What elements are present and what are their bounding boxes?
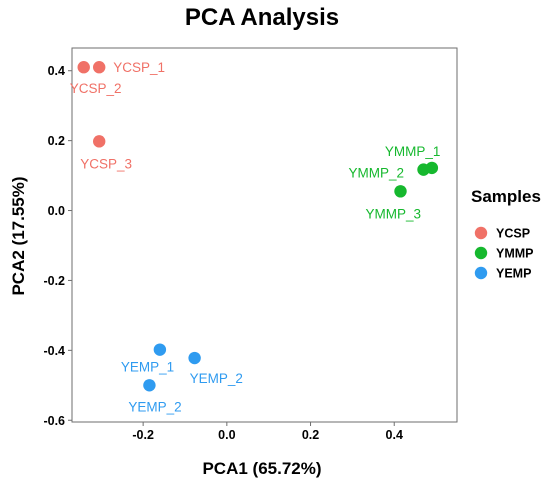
legend-key-ymmp <box>474 246 488 260</box>
x-axis-title: PCA1 (65.72%) <box>202 459 321 478</box>
y-tick-label: -0.6 <box>43 414 65 428</box>
legend-label: YMMP <box>496 247 534 261</box>
x-tick-label: 0.4 <box>386 428 403 442</box>
y-tick-label: 0.4 <box>48 64 65 78</box>
y-tick-label: -0.4 <box>43 344 65 358</box>
legend-key-ycsp <box>474 226 488 240</box>
plot-frame <box>71 47 458 423</box>
point-ycsp <box>93 61 106 74</box>
point-label: YMMP_2 <box>349 166 405 181</box>
x-axis: -0.2 0.0 0.2 0.4 <box>132 422 403 442</box>
x-tick-label: -0.2 <box>132 428 154 442</box>
point-label: YMMP_3 <box>366 206 422 221</box>
point-label: YEMP_2 <box>190 371 243 386</box>
point-label: YCSP_2 <box>70 81 122 96</box>
chart-title: PCA Analysis <box>185 4 339 31</box>
legend-label: YEMP <box>496 267 531 281</box>
point-label: YEMP_1 <box>121 360 174 375</box>
y-axis: 0.4 0.2 0.0 -0.2 -0.4 -0.6 <box>43 64 72 428</box>
legend-label: YCSP <box>496 227 530 241</box>
legend: Samples YCSP YMMP YEMP <box>471 187 541 281</box>
data-point-labels: YCSP_1 YCSP_2 YCSP_3 YMMP_1 YMMP_2 YMMP_3 YEMP… <box>70 60 441 414</box>
y-tick-label: 0.0 <box>48 204 65 218</box>
y-tick-label: 0.2 <box>48 134 65 148</box>
point-label: YMMP_1 <box>385 144 441 159</box>
point-label: YEMP_2 <box>128 399 181 414</box>
legend-items: YCSP YMMP YEMP <box>474 226 534 281</box>
x-tick-label: 0.0 <box>218 428 235 442</box>
point-label: YCSP_1 <box>113 60 165 75</box>
point-ymmp <box>394 185 407 198</box>
point-ymmp <box>417 163 430 176</box>
point-label: YCSP_3 <box>80 156 132 171</box>
legend-title: Samples <box>471 187 541 206</box>
data-points <box>77 61 439 392</box>
x-tick-label: 0.2 <box>302 428 319 442</box>
point-ycsp <box>93 135 106 148</box>
y-axis-title: PCA2 (17.55%) <box>9 176 28 295</box>
legend-key-yemp <box>474 266 488 280</box>
point-yemp <box>188 351 201 365</box>
point-ycsp <box>77 61 90 74</box>
point-yemp <box>153 343 167 356</box>
y-tick-label: -0.2 <box>43 274 65 288</box>
point-yemp <box>143 379 156 392</box>
